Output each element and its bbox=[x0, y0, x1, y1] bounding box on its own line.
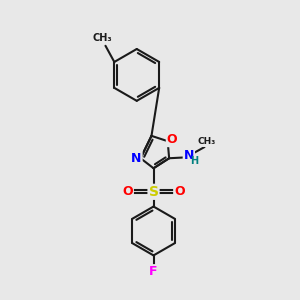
Text: S: S bbox=[148, 185, 158, 199]
Text: CH₃: CH₃ bbox=[92, 33, 112, 43]
Text: O: O bbox=[174, 185, 185, 198]
Text: N: N bbox=[131, 152, 142, 165]
Text: N: N bbox=[184, 149, 194, 162]
Text: O: O bbox=[167, 133, 177, 146]
Text: CH₃: CH₃ bbox=[198, 137, 216, 146]
Text: O: O bbox=[122, 185, 133, 198]
Text: F: F bbox=[149, 265, 158, 278]
Text: H: H bbox=[190, 156, 198, 166]
